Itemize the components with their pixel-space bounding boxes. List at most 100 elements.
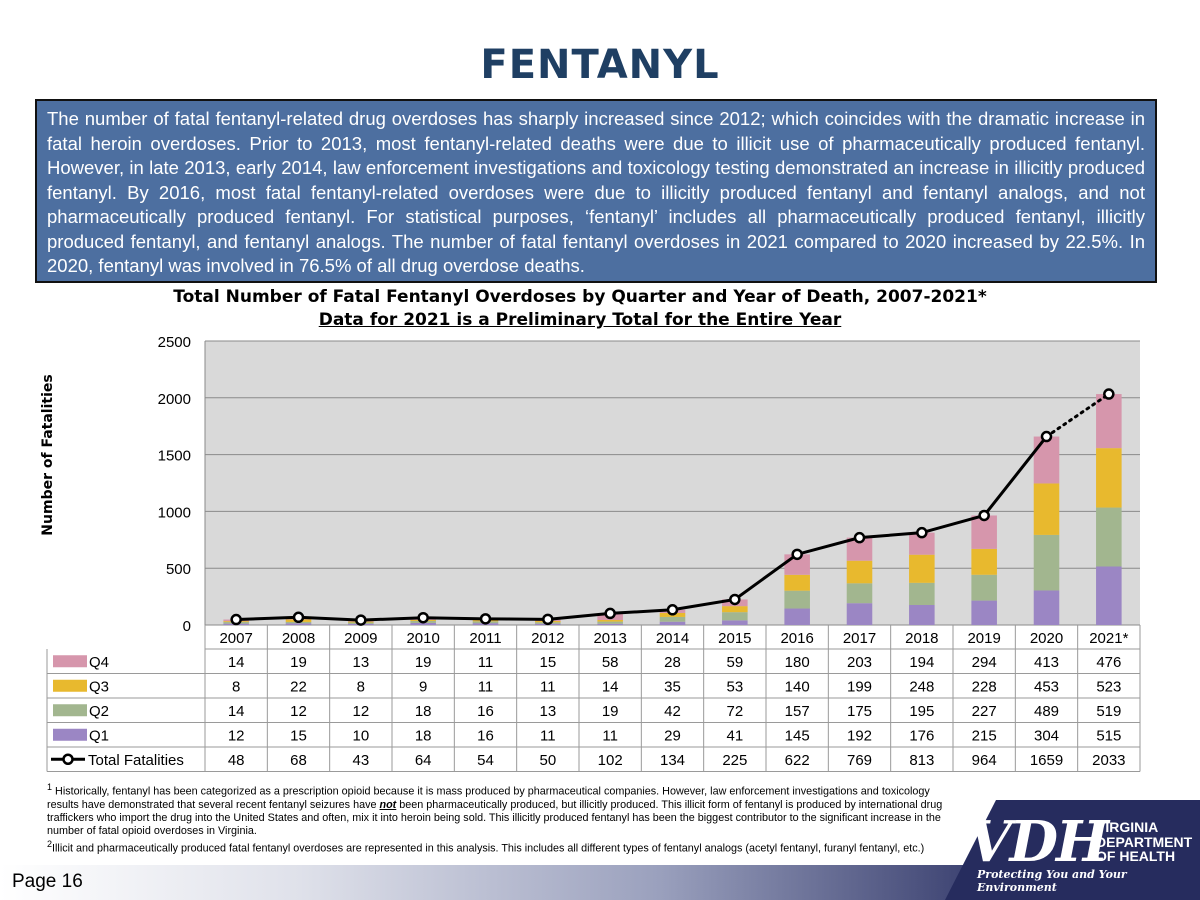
footnote-1-text-a: Historically, fentanyl has been categori… bbox=[47, 785, 930, 811]
data-label-Q4-2019: 294 bbox=[972, 654, 997, 671]
x-tick-label-2010: 2010 bbox=[406, 630, 439, 647]
x-tick-label-2009: 2009 bbox=[344, 630, 377, 647]
y-tick-label-2000: 2000 bbox=[158, 391, 191, 408]
page-title: FENTANYL bbox=[480, 42, 720, 88]
data-label-Q2-2016: 157 bbox=[785, 703, 810, 720]
total-fatalities-line-projected bbox=[1045, 392, 1111, 439]
vdh-logo-line3: OF HEALTH bbox=[1096, 848, 1176, 864]
footnote-2-text: Illicit and pharmaceutically produced fa… bbox=[52, 842, 925, 855]
data-label-Q2-2013: 19 bbox=[602, 703, 619, 720]
data-label-Q1-2016: 145 bbox=[785, 727, 810, 744]
data-label-Q4-2020: 413 bbox=[1034, 654, 1059, 671]
data-label-Q2-2009: 12 bbox=[352, 703, 369, 720]
total-point-2021* bbox=[1103, 388, 1115, 400]
vdh-logo-department: VIRGINIA DEPARTMENT OF HEALTH bbox=[1096, 820, 1192, 864]
data-label-Q4-2009: 13 bbox=[352, 654, 369, 671]
bar-Q4-2017 bbox=[846, 537, 873, 561]
data-label-Q3-2016: 140 bbox=[785, 678, 810, 695]
data-label-total-2016: 622 bbox=[785, 752, 810, 769]
x-tick-label-2015: 2015 bbox=[718, 630, 751, 647]
data-label-Q3-2015: 53 bbox=[726, 678, 743, 695]
data-label-total-2015: 225 bbox=[722, 752, 747, 769]
x-tick-label-2021*: 2021* bbox=[1089, 630, 1128, 647]
y-axis-label: Number of Fatalities bbox=[40, 374, 56, 536]
data-label-Q1-2021*: 515 bbox=[1096, 727, 1121, 744]
bar-Q2-2015 bbox=[722, 612, 748, 621]
bar-Q1-2015 bbox=[722, 620, 748, 625]
bar-Q4-2020 bbox=[1033, 436, 1060, 484]
data-label-Q1-2013: 11 bbox=[602, 727, 618, 744]
total-point-2017 bbox=[853, 531, 866, 544]
legend-label-Q4: Q4 bbox=[89, 654, 109, 671]
footnote-2: 2Illicit and pharmaceutically produced f… bbox=[47, 838, 952, 856]
page-number: Page 16 bbox=[12, 871, 83, 892]
vdh-logo-panel bbox=[945, 800, 1200, 900]
bar-Q2-2017 bbox=[846, 583, 873, 604]
bar-Q3-2016 bbox=[784, 574, 810, 591]
data-label-Q4-2021*: 476 bbox=[1096, 654, 1121, 671]
footnote-1-text-b: been pharmaceutically produced, but illi… bbox=[47, 798, 943, 837]
data-label-total-2018: 813 bbox=[909, 752, 934, 769]
total-point-2013 bbox=[604, 607, 616, 620]
data-label-Q2-2010: 18 bbox=[415, 703, 432, 720]
y-tick-label-2500: 2500 bbox=[158, 334, 191, 351]
chart-subtitle: Data for 2021 is a Preliminary Total for… bbox=[318, 310, 842, 330]
data-label-Q3-2007: 8 bbox=[232, 678, 240, 695]
data-label-Q2-2021*: 519 bbox=[1096, 703, 1121, 720]
data-label-total-2017: 769 bbox=[847, 752, 872, 769]
vdh-logo-tagline: Protecting You and Your Environment bbox=[977, 868, 1127, 894]
legend-label-total: Total Fatalities bbox=[88, 752, 184, 769]
x-tick-label-2011: 2011 bbox=[469, 630, 501, 647]
data-label-Q1-2008: 15 bbox=[290, 727, 307, 744]
data-label-Q3-2020: 453 bbox=[1034, 678, 1059, 695]
x-tick-label-2020: 2020 bbox=[1030, 630, 1063, 647]
footnote-1-marker: 1 bbox=[47, 782, 53, 792]
data-label-Q1-2018: 176 bbox=[909, 727, 934, 744]
data-label-Q1-2012: 11 bbox=[540, 727, 556, 744]
bar-Q2-2013 bbox=[597, 621, 623, 624]
legend-swatch-Q1 bbox=[53, 728, 87, 741]
total-point-2014 bbox=[666, 604, 679, 616]
legend-swatch-Q4 bbox=[53, 655, 87, 668]
data-label-Q1-2011: 16 bbox=[477, 727, 494, 744]
total-fatalities-line bbox=[236, 435, 1048, 622]
data-label-Q3-2019: 228 bbox=[972, 678, 997, 695]
total-point-2009 bbox=[355, 614, 367, 626]
data-label-Q3-2014: 35 bbox=[664, 678, 681, 695]
vdh-logo-line2: DEPARTMENT bbox=[1096, 833, 1193, 850]
data-label-total-2020: 1659 bbox=[1030, 752, 1063, 769]
data-label-Q2-2007: 14 bbox=[228, 703, 245, 720]
total-point-2010 bbox=[417, 611, 429, 624]
data-label-Q1-2014: 29 bbox=[664, 727, 681, 744]
intro-text-box: The number of fatal fentanyl-related dru… bbox=[35, 99, 1157, 283]
data-label-Q4-2016: 180 bbox=[785, 654, 810, 671]
legend-line-marker bbox=[62, 753, 74, 765]
data-label-total-2019: 964 bbox=[972, 752, 997, 769]
data-label-Q4-2018: 194 bbox=[909, 654, 934, 671]
bar-Q4-2018 bbox=[909, 532, 935, 555]
total-point-2011 bbox=[479, 613, 492, 625]
data-label-total-2013: 102 bbox=[598, 752, 623, 769]
x-tick-label-2019: 2019 bbox=[967, 630, 1000, 647]
x-tick-label-2007: 2007 bbox=[219, 630, 252, 647]
bar-Q1-2021* bbox=[1096, 566, 1122, 625]
data-label-Q3-2008: 22 bbox=[290, 678, 307, 695]
total-point-2019 bbox=[978, 509, 990, 522]
bar-Q1-2016 bbox=[784, 608, 810, 625]
data-label-total-2021*: 2033 bbox=[1092, 752, 1125, 769]
bar-Q2-2020 bbox=[1033, 534, 1060, 591]
bar-Q1-2017 bbox=[846, 603, 873, 625]
y-tick-label-1500: 1500 bbox=[158, 448, 191, 465]
data-label-Q3-2017: 199 bbox=[847, 678, 872, 695]
data-label-Q4-2017: 203 bbox=[847, 654, 872, 671]
x-tick-label-2008: 2008 bbox=[282, 630, 315, 647]
total-point-2012 bbox=[542, 613, 554, 626]
bar-Q2-2016 bbox=[784, 590, 810, 609]
plot-area bbox=[205, 341, 1140, 625]
data-label-Q2-2012: 13 bbox=[539, 703, 556, 720]
data-label-Q3-2018: 248 bbox=[909, 678, 934, 695]
vdh-logo-line1: VIRGINIA bbox=[1096, 819, 1159, 835]
footnotes: 1 Historically, fentanyl has been catego… bbox=[47, 781, 952, 855]
data-label-total-2014: 134 bbox=[660, 752, 685, 769]
